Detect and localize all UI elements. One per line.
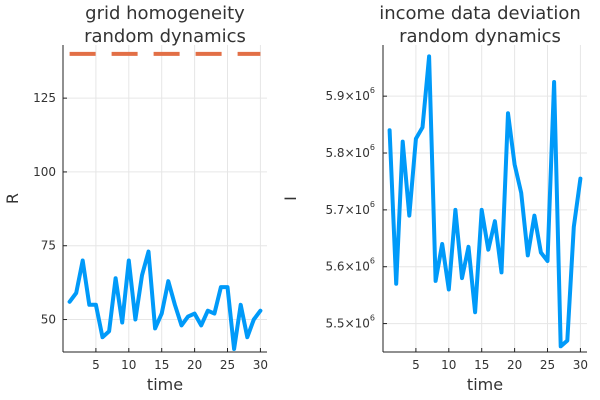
chart-title: grid homogeneity random dynamics bbox=[84, 3, 246, 47]
grid-homogeneity-plot: grid homogeneity random dynamics 5 10 15 20 25… bbox=[3, 3, 268, 394]
y-tick-label: 5.5×106 bbox=[325, 314, 375, 331]
x-axis-label: time bbox=[147, 375, 183, 394]
y-tick-label: 100 bbox=[33, 165, 56, 179]
y-tick-exponent: 6 bbox=[370, 86, 375, 95]
chart-title-line: random dynamics bbox=[84, 26, 246, 47]
y-tick-label: 5.6×106 bbox=[325, 257, 375, 274]
x-tick-label: 15 bbox=[154, 358, 169, 372]
y-tick-base: 5.7×10 bbox=[325, 203, 369, 217]
chart-title: income data deviation random dynamics bbox=[379, 3, 581, 47]
x-tick-label: 5 bbox=[92, 358, 100, 372]
y-tick-label: 5.7×106 bbox=[325, 200, 375, 217]
y-tick-exponent: 6 bbox=[370, 257, 375, 266]
x-tick-label: 5 bbox=[412, 358, 420, 372]
x-tick-label: 20 bbox=[507, 358, 522, 372]
x-axis-label: time bbox=[467, 375, 503, 394]
chart-title-line: grid homogeneity bbox=[85, 3, 245, 24]
series-line bbox=[67, 249, 263, 351]
y-axis-label: I bbox=[281, 196, 300, 201]
x-tick-label: 30 bbox=[573, 358, 588, 372]
y-tick-exponent: 6 bbox=[370, 143, 375, 152]
x-tick-label: 20 bbox=[187, 358, 202, 372]
y-tick-label: 5.9×106 bbox=[325, 86, 375, 103]
y-tick-exponent: 6 bbox=[370, 200, 375, 209]
x-tick-label: 10 bbox=[441, 358, 456, 372]
chart-title-line: random dynamics bbox=[399, 26, 561, 47]
y-tick-base: 5.9×10 bbox=[325, 89, 369, 103]
x-tick-label: 25 bbox=[540, 358, 555, 372]
y-tick-exponent: 6 bbox=[370, 314, 375, 323]
x-tick-label: 25 bbox=[220, 358, 235, 372]
y-tick-label: 75 bbox=[41, 239, 56, 253]
y-tick-label: 50 bbox=[41, 313, 56, 327]
income-deviation-plot: income data deviation random dynamics 5 10 1… bbox=[281, 3, 588, 394]
y-axis-label: R bbox=[3, 193, 22, 204]
y-tick-base: 5.5×10 bbox=[325, 317, 369, 331]
x-tick-label: 10 bbox=[121, 358, 136, 372]
x-tick-label: 15 bbox=[474, 358, 489, 372]
y-tick-base: 5.6×10 bbox=[325, 260, 369, 274]
y-tick-label: 125 bbox=[33, 91, 56, 105]
y-tick-label: 5.8×106 bbox=[325, 143, 375, 160]
series-line bbox=[387, 54, 583, 349]
y-tick-base: 5.8×10 bbox=[325, 146, 369, 160]
x-tick-label: 30 bbox=[253, 358, 268, 372]
chart-title-line: income data deviation bbox=[379, 3, 581, 24]
